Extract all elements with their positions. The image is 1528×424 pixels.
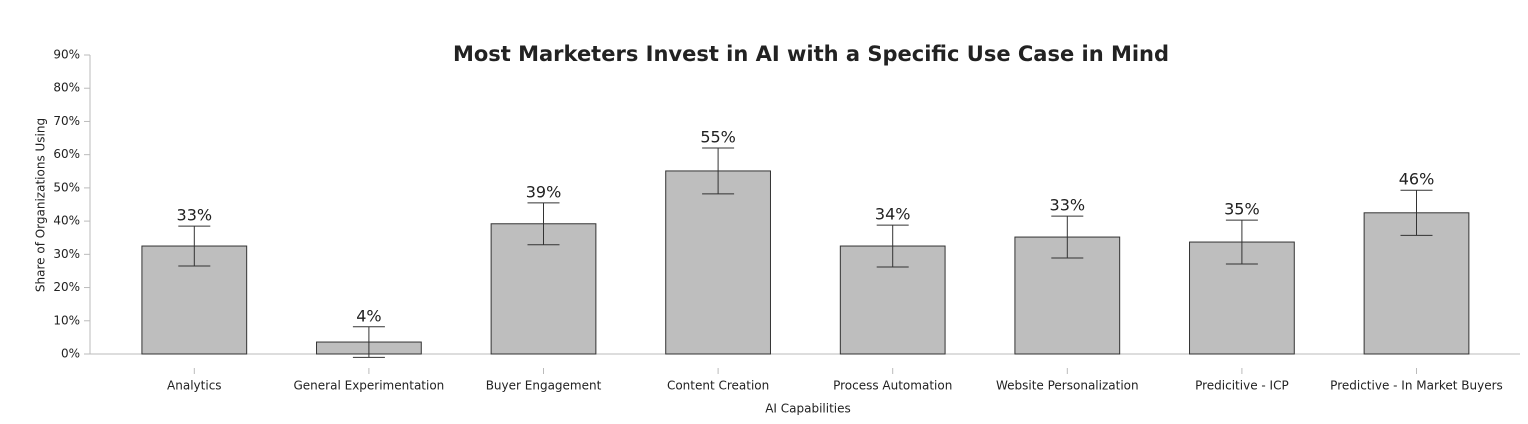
x-tick-label: General Experimentation xyxy=(294,379,445,393)
x-tick-label: Buyer Engagement xyxy=(486,379,602,393)
data-label: 34% xyxy=(875,205,911,224)
data-label: 35% xyxy=(1224,200,1260,219)
bar xyxy=(665,170,771,355)
data-label: 39% xyxy=(526,182,562,201)
y-tick-label: 90% xyxy=(53,48,80,62)
y-tick-label: 30% xyxy=(53,247,80,261)
data-label: 46% xyxy=(1399,170,1435,189)
y-tick-label: 0% xyxy=(61,347,80,361)
y-tick-label: 20% xyxy=(53,280,80,294)
data-label: 33% xyxy=(177,206,213,225)
x-tick-label: Predicitive - ICP xyxy=(1195,379,1289,393)
x-tick-label: Content Creation xyxy=(667,379,769,393)
y-tick-label: 10% xyxy=(53,313,80,327)
y-tick-label: 60% xyxy=(53,147,80,161)
y-axis-label: Share of Organizations Using xyxy=(34,118,48,292)
chart-title: Most Marketers Invest in AI with a Speci… xyxy=(453,42,1169,66)
y-tick-label: 80% xyxy=(53,81,80,95)
y-tick-label: 70% xyxy=(53,114,80,128)
bar xyxy=(490,223,597,355)
data-label: 33% xyxy=(1050,196,1086,215)
data-label: 55% xyxy=(700,128,736,147)
x-axis-label: AI Capabilities xyxy=(765,402,851,416)
x-tick-label: Analytics xyxy=(167,379,222,393)
x-tick-label: Website Personalization xyxy=(996,379,1139,393)
y-tick-label: 40% xyxy=(53,214,80,228)
x-tick-label: Process Automation xyxy=(833,379,952,393)
data-label: 4% xyxy=(356,306,381,325)
y-tick-label: 50% xyxy=(53,180,80,194)
x-tick-label: Predictive - In Market Buyers xyxy=(1330,379,1503,393)
